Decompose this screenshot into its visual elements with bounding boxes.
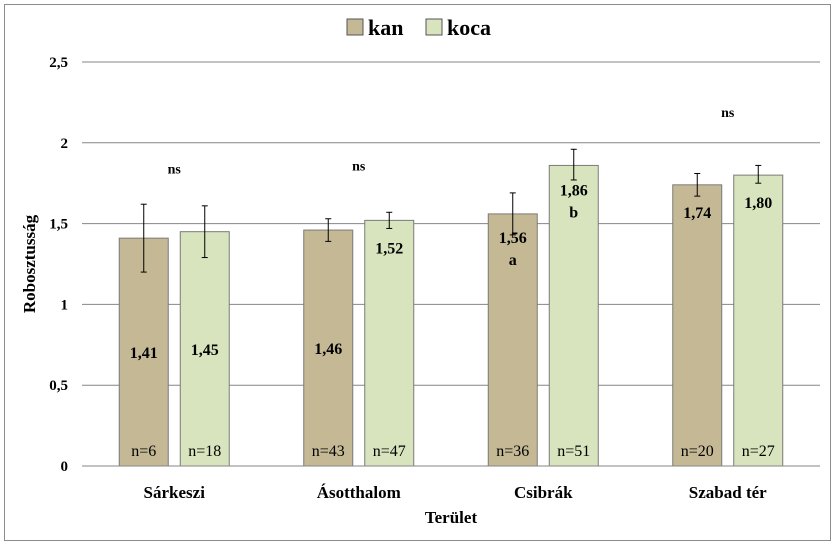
bar-kan [672, 184, 723, 467]
value-label: 1,86 [560, 182, 588, 199]
y-tick-label: 1 [61, 297, 69, 313]
y-tick-label: 2 [61, 136, 69, 152]
y-tick-label: 2,5 [49, 55, 68, 71]
value-label: 1,46 [314, 341, 342, 358]
value-label: 1,56 [499, 230, 527, 247]
sample-size-label: n=18 [188, 443, 221, 460]
y-tick-label: 0 [61, 459, 69, 475]
sample-size-label: n=6 [131, 443, 156, 460]
sample-size-label: n=51 [557, 443, 590, 460]
x-category-label: Ásotthalom [317, 483, 401, 502]
legend-label-koca: koca [447, 15, 491, 40]
bar-koca [548, 164, 599, 467]
bars [118, 164, 784, 467]
chart-frame [4, 4, 831, 541]
y-axis-ticks: 0 0,5 1 1,5 2 2,5 [49, 55, 68, 475]
value-label: 1,41 [130, 345, 158, 362]
value-label: 1,52 [375, 240, 403, 257]
x-category-label: Sárkeszi [144, 483, 206, 502]
sample-size-label: n=20 [681, 443, 714, 460]
group-annotation: ns [168, 163, 182, 178]
value-label: 1,80 [744, 195, 772, 212]
x-axis-title: Terület [425, 508, 478, 527]
bar-kan [303, 229, 354, 467]
sample-size-label: n=36 [496, 443, 529, 460]
legend-swatch-koca [425, 18, 443, 36]
x-category-label: Csibrák [514, 483, 573, 502]
value-label: 1,45 [191, 342, 219, 359]
data-labels: 1,41 n=6 1,45 n=18 ns 1,46 n=43 1,52 n=47 ns 1,56 a… [130, 106, 775, 460]
legend: kan koca [346, 15, 491, 40]
x-category-label: Szabad tér [689, 483, 767, 502]
bar-koca [179, 231, 230, 467]
y-tick-label: 1,5 [49, 217, 68, 233]
bar-koca [364, 219, 415, 467]
significance-letter: b [569, 204, 578, 221]
sample-size-label: n=27 [742, 443, 775, 460]
legend-label-kan: kan [368, 15, 403, 40]
sample-size-label: n=43 [312, 443, 345, 460]
x-axis-categories: Sárkeszi Ásotthalom Csibrák Szabad tér [144, 483, 768, 502]
value-label: 1,74 [683, 205, 711, 222]
legend-swatch-kan [346, 18, 364, 36]
significance-letter: a [509, 252, 517, 269]
group-annotation: ns [352, 159, 366, 174]
sample-size-label: n=47 [373, 443, 406, 460]
y-tick-label: 0,5 [49, 378, 68, 394]
error-bars [140, 148, 762, 273]
bar-kan [487, 213, 538, 467]
y-axis-title: Robosztusság [20, 214, 39, 313]
bar-koca [733, 174, 784, 467]
group-annotation: ns [721, 106, 735, 121]
